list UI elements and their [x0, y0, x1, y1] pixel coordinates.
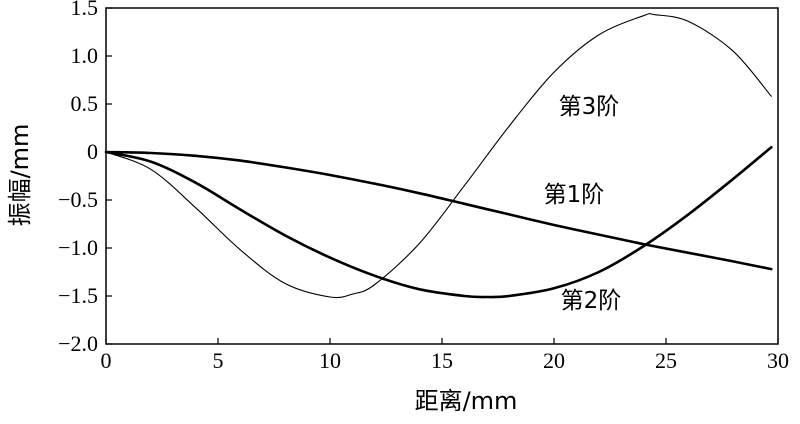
series-line-3 [105, 13, 772, 299]
y-tick-label: −1.0 [58, 235, 98, 260]
x-tick-label: 30 [767, 348, 789, 373]
series-label-3: 第3阶 [559, 94, 620, 120]
x-tick-label: 20 [543, 348, 565, 373]
y-tick-label: 1.5 [71, 0, 99, 20]
x-tick-label: 0 [101, 348, 112, 373]
series-lines [104, 13, 773, 299]
series-label-1: 第1阶 [544, 182, 605, 208]
y-tick-label: 0.5 [71, 91, 99, 116]
series-line-1 [104, 150, 773, 271]
x-tick-label: 25 [655, 348, 677, 373]
series-line-2 [104, 145, 773, 299]
axes: 0 5 10 15 20 25 30 1.5 1.0 0.5 0 −0.5 −1.0 −1.5 −2.0 [58, 0, 789, 373]
series-label-2: 第2阶 [561, 288, 622, 314]
x-tick-label: 15 [431, 348, 453, 373]
y-tick-label: 0 [87, 139, 98, 164]
y-tick-label: 1.0 [71, 43, 99, 68]
y-tick-label: −0.5 [58, 187, 98, 212]
x-tick-label: 10 [319, 348, 341, 373]
y-axis-title: 振幅/mm [6, 124, 34, 227]
x-axis-title: 距离/mm [415, 387, 518, 415]
x-tick-label: 5 [213, 348, 224, 373]
y-tick-label: −1.5 [58, 283, 98, 308]
y-tick-label: −2.0 [58, 331, 98, 356]
